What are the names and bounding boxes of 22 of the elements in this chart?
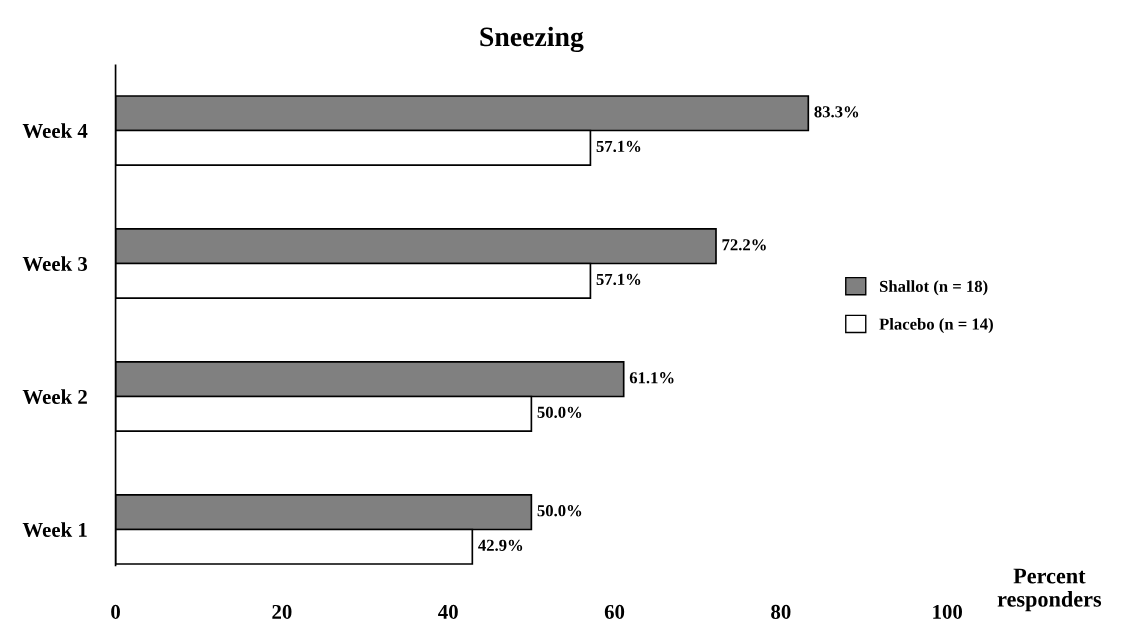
data-label: 83.3% (814, 106, 859, 118)
y-tick-label: Week 3 (22, 256, 88, 272)
data-label: 61.1% (629, 372, 674, 384)
x-tick-label: 40 (438, 604, 458, 619)
data-label: 57.1% (596, 140, 641, 153)
legend-label: Shallot (n = 18) (879, 280, 988, 296)
x-tick-label: 0 (111, 604, 120, 619)
data-label: 42.9% (478, 539, 523, 551)
y-tick-label: Week 2 (22, 389, 87, 405)
data-label: 50.0% (537, 505, 582, 517)
x-tick-label: 60 (604, 604, 625, 619)
y-tick-label: Week 4 (22, 123, 88, 139)
x-tick-label: 80 (771, 604, 791, 619)
x-axis-title: Percent responders (997, 568, 1102, 612)
x-tick-label: 100 (933, 604, 963, 619)
y-tick-label: Week 1 (22, 522, 87, 537)
data-label: 72.2% (722, 239, 766, 251)
data-label: 50.0% (537, 406, 582, 419)
chart-title: Sneezing (480, 26, 584, 53)
data-label: 57.1% (596, 273, 641, 286)
x-tick-label: 20 (272, 604, 292, 619)
legend-label: Placebo (n = 14) (879, 317, 993, 334)
